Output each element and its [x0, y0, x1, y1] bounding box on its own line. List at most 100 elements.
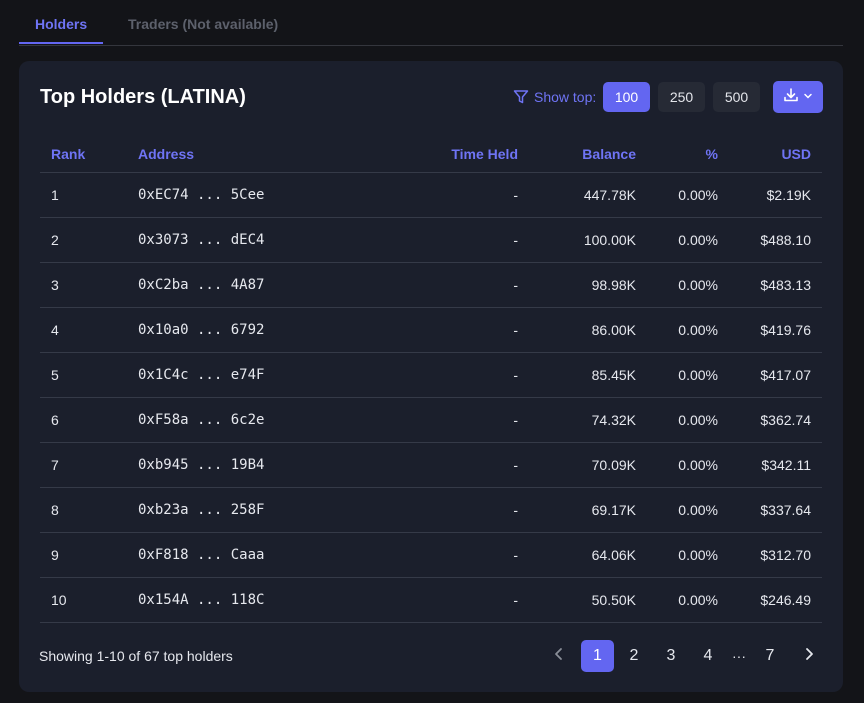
- page-3-button[interactable]: 3: [666, 647, 676, 664]
- cell-time-held: -: [341, 397, 518, 443]
- tab-bar: Holders Traders (Not available): [19, 0, 843, 46]
- filter-icon: [513, 89, 529, 105]
- table-row: 5 0x1C4c ... e74F - 85.45K 0.00% $417.07: [40, 352, 822, 398]
- cell-address[interactable]: 0xb945 ... 19B4: [138, 442, 341, 488]
- tab-traders[interactable]: Traders (Not available): [128, 16, 279, 32]
- cell-address[interactable]: 0x154A ... 118C: [138, 577, 341, 623]
- header-address[interactable]: Address: [138, 135, 341, 173]
- cell-rank: 5: [40, 352, 138, 398]
- show-top-500-button[interactable]: 500: [713, 82, 760, 112]
- chevron-right-icon: [803, 647, 815, 666]
- cell-usd: $337.64: [718, 487, 822, 533]
- cell-percent: 0.00%: [636, 487, 718, 533]
- download-button[interactable]: [773, 81, 823, 113]
- table-row: 3 0xC2ba ... 4A87 - 98.98K 0.00% $483.13: [40, 262, 822, 308]
- cell-rank: 8: [40, 487, 138, 533]
- header-usd[interactable]: USD: [718, 135, 822, 173]
- cell-balance: 64.06K: [518, 532, 636, 578]
- cell-time-held: -: [341, 172, 518, 218]
- next-page-button[interactable]: [796, 640, 822, 672]
- show-top-label: Show top:: [534, 89, 597, 105]
- cell-usd: $342.11: [718, 442, 822, 488]
- show-top-100-button[interactable]: 100: [603, 82, 650, 112]
- chevron-left-icon: [553, 647, 565, 666]
- cell-rank: 7: [40, 442, 138, 488]
- cell-time-held: -: [341, 577, 518, 623]
- cell-address[interactable]: 0xEC74 ... 5Cee: [138, 172, 341, 218]
- cell-time-held: -: [341, 352, 518, 398]
- table-row: 6 0xF58a ... 6c2e - 74.32K 0.00% $362.74: [40, 397, 822, 443]
- pagination-ellipsis: ···: [732, 648, 746, 664]
- download-icon: [783, 87, 799, 108]
- cell-percent: 0.00%: [636, 442, 718, 488]
- cell-percent: 0.00%: [636, 577, 718, 623]
- active-tab-indicator: [19, 42, 103, 44]
- pagination-summary: Showing 1-10 of 67 top holders: [39, 648, 233, 664]
- cell-address[interactable]: 0xb23a ... 258F: [138, 487, 341, 533]
- cell-rank: 9: [40, 532, 138, 578]
- page-4-button[interactable]: 4: [703, 647, 713, 664]
- cell-usd: $488.10: [718, 217, 822, 263]
- header-percent[interactable]: %: [636, 135, 718, 173]
- table-row: 1 0xEC74 ... 5Cee - 447.78K 0.00% $2.19K: [40, 172, 822, 218]
- cell-usd: $417.07: [718, 352, 822, 398]
- page-2-button[interactable]: 2: [629, 647, 639, 664]
- cell-address[interactable]: 0xF58a ... 6c2e: [138, 397, 341, 443]
- table-row: 9 0xF818 ... Caaa - 64.06K 0.00% $312.70: [40, 532, 822, 578]
- cell-balance: 85.45K: [518, 352, 636, 398]
- cell-percent: 0.00%: [636, 217, 718, 263]
- cell-balance: 50.50K: [518, 577, 636, 623]
- cell-balance: 74.32K: [518, 397, 636, 443]
- cell-rank: 1: [40, 172, 138, 218]
- card-title: Top Holders (LATINA): [40, 86, 246, 108]
- cell-balance: 100.00K: [518, 217, 636, 263]
- previous-page-button[interactable]: [546, 640, 572, 672]
- cell-rank: 10: [40, 577, 138, 623]
- top-holders-card: Top Holders (LATINA) Show top: 100 250 5…: [19, 61, 843, 692]
- cell-time-held: -: [341, 217, 518, 263]
- holders-table: Rank Address Time Held Balance % USD 1 0…: [40, 135, 822, 623]
- cell-usd: $2.19K: [718, 172, 822, 218]
- cell-address[interactable]: 0x1C4c ... e74F: [138, 352, 341, 398]
- header-balance[interactable]: Balance: [518, 135, 636, 173]
- tab-holders[interactable]: Holders: [35, 16, 88, 32]
- chevron-down-icon: [803, 88, 813, 106]
- cell-percent: 0.00%: [636, 532, 718, 578]
- page-1-button[interactable]: 1: [581, 640, 614, 672]
- cell-usd: $246.49: [718, 577, 822, 623]
- cell-balance: 98.98K: [518, 262, 636, 308]
- cell-balance: 86.00K: [518, 307, 636, 353]
- cell-balance: 447.78K: [518, 172, 636, 218]
- table-row: 8 0xb23a ... 258F - 69.17K 0.00% $337.64: [40, 487, 822, 533]
- table-row: 7 0xb945 ... 19B4 - 70.09K 0.00% $342.11: [40, 442, 822, 488]
- cell-address[interactable]: 0xF818 ... Caaa: [138, 532, 341, 578]
- cell-percent: 0.00%: [636, 172, 718, 218]
- page-7-button[interactable]: 7: [765, 647, 775, 664]
- cell-usd: $362.74: [718, 397, 822, 443]
- cell-rank: 4: [40, 307, 138, 353]
- cell-percent: 0.00%: [636, 307, 718, 353]
- table-row: 10 0x154A ... 118C - 50.50K 0.00% $246.4…: [40, 577, 822, 623]
- header-time-held[interactable]: Time Held: [341, 135, 518, 173]
- cell-address[interactable]: 0x10a0 ... 6792: [138, 307, 341, 353]
- cell-time-held: -: [341, 442, 518, 488]
- show-top-label-group: Show top:: [513, 89, 596, 105]
- cell-time-held: -: [341, 487, 518, 533]
- cell-percent: 0.00%: [636, 397, 718, 443]
- cell-address[interactable]: 0x3073 ... dEC4: [138, 217, 341, 263]
- cell-rank: 3: [40, 262, 138, 308]
- cell-balance: 69.17K: [518, 487, 636, 533]
- show-top-250-button[interactable]: 250: [658, 82, 705, 112]
- cell-time-held: -: [341, 307, 518, 353]
- cell-percent: 0.00%: [636, 352, 718, 398]
- cell-usd: $483.13: [718, 262, 822, 308]
- cell-rank: 6: [40, 397, 138, 443]
- cell-percent: 0.00%: [636, 262, 718, 308]
- table-row: 4 0x10a0 ... 6792 - 86.00K 0.00% $419.76: [40, 307, 822, 353]
- cell-time-held: -: [341, 532, 518, 578]
- header-rank[interactable]: Rank: [40, 135, 138, 173]
- cell-address[interactable]: 0xC2ba ... 4A87: [138, 262, 341, 308]
- cell-usd: $312.70: [718, 532, 822, 578]
- cell-usd: $419.76: [718, 307, 822, 353]
- cell-time-held: -: [341, 262, 518, 308]
